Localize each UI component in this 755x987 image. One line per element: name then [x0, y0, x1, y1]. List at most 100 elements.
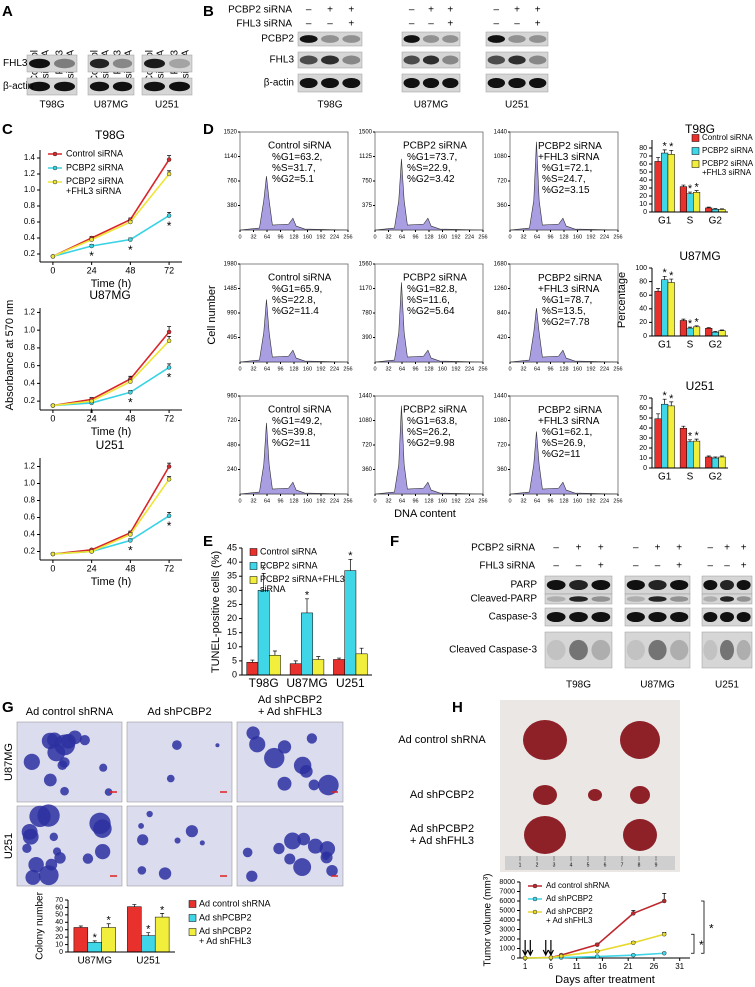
y-tick-label: 20 [639, 319, 647, 326]
significance-star: * [167, 371, 172, 385]
error-bar [293, 660, 298, 664]
ruler-label: 7 [621, 862, 624, 868]
colony [43, 773, 57, 787]
flow-y-tick-label: 960 [227, 394, 238, 400]
x-tick-label: 31 [675, 962, 684, 971]
y-tick-label: 0.6 [24, 361, 36, 370]
flow-y-tick-label: 240 [227, 467, 238, 473]
y-tick-label: 70 [55, 897, 63, 904]
y-tick-label: 1.0 [24, 479, 36, 488]
x-tick-label: 48 [125, 413, 135, 423]
blot-band [508, 35, 526, 43]
flow-y-tick-label: 375 [362, 203, 373, 209]
text-line: siRNA [260, 584, 286, 594]
row-label: Cleaved-PARP [470, 594, 537, 605]
error-bar [713, 208, 718, 210]
blot-band [321, 35, 339, 43]
text-line: %G2=3.42 [407, 174, 455, 185]
bar [246, 662, 259, 676]
legend-label: Control siRNA [66, 148, 123, 158]
flow-x-tick-label: 256 [343, 234, 352, 240]
flow-x-tick-label: 224 [600, 498, 609, 504]
blot-band [670, 596, 689, 602]
x-tick-label: 0 [50, 413, 55, 423]
bar [661, 403, 669, 469]
blot-band [648, 579, 667, 591]
significance-star: * [93, 932, 98, 944]
y-tick-label: 0.8 [24, 496, 36, 505]
text-line: PCBP2 siRNA [538, 273, 602, 284]
flow-y-tick-label: 1080 [494, 418, 508, 424]
legend-label: Ad control shRNA [199, 898, 271, 908]
text-line: %G1=73.7, [407, 152, 457, 163]
text-line: +FHL3 siRNA [538, 284, 600, 295]
x-tick-label: 16 [598, 962, 607, 971]
legend-label: PCBP2 siRNA +FHL3 siRNA [702, 159, 754, 177]
blot-band [29, 81, 50, 92]
y-tick-label: 10 [55, 941, 63, 948]
colony [22, 828, 39, 845]
condition-label: FHL3 siRNA [236, 19, 292, 30]
ruler-label: 8 [638, 862, 641, 868]
flow-x-tick-label: 160 [303, 498, 312, 504]
bar [312, 659, 325, 676]
panel-letter: B [203, 3, 214, 20]
legend-swatch [691, 147, 700, 155]
flow-x-tick-label: 0 [508, 366, 511, 372]
blot-band [670, 639, 689, 661]
flow-y-label: Cell number [206, 285, 218, 345]
colony [273, 842, 285, 855]
row-label: Caspase-3 [489, 612, 538, 623]
bar [711, 457, 719, 469]
tumor-row-label: Ad shPCBP2 [410, 789, 474, 801]
blot-band [422, 35, 440, 43]
data-point [595, 942, 600, 947]
bar [705, 456, 713, 469]
series-line [52, 515, 170, 555]
colony [326, 864, 338, 877]
colony [307, 838, 323, 854]
series-line [52, 159, 170, 258]
y-tick-label: 1.0 [24, 325, 36, 334]
error-bar [706, 327, 711, 329]
blot-band [736, 611, 751, 623]
y-tick-label: 20 [55, 934, 63, 941]
blot-band [736, 639, 751, 661]
y-tick-label: 0.2 [24, 547, 36, 556]
text-line: PCBP2 siRNA [702, 159, 754, 168]
x-tick-label: G2 [709, 340, 723, 351]
flow-x-tick-label: 32 [520, 234, 526, 240]
significance-star: * [694, 317, 699, 329]
colony [45, 858, 58, 871]
y-tick-label: 50 [55, 912, 63, 919]
condition-sign: – [306, 5, 312, 16]
blot-band [89, 81, 110, 92]
blot-band [403, 55, 420, 65]
y-tick-label: 2000 [499, 936, 515, 943]
blot-band [487, 35, 506, 43]
text-line: %S=11.6, [407, 295, 450, 306]
flow-x-tick-label: 256 [613, 498, 622, 504]
text-line: %S=13.5, [542, 306, 586, 317]
error-bar [719, 208, 724, 210]
flow-y-tick-label: 1680 [494, 262, 508, 268]
flow-x-tick-label: 64 [399, 366, 405, 372]
data-point [166, 213, 172, 218]
flow-stats: %G1=49.2, %S=39.8, %G2=11 [272, 416, 322, 449]
significance-star: * [107, 915, 112, 927]
colony [166, 774, 175, 783]
bar [355, 653, 368, 676]
flow-x-tick-label: 192 [316, 234, 325, 240]
ruler-label: 9 [655, 862, 658, 868]
blot-band [422, 77, 440, 89]
blot-band [112, 58, 133, 69]
ruler [505, 856, 675, 870]
cell-line-label: U251 [505, 100, 529, 111]
x-tick-label: U87MG [286, 676, 327, 690]
flow-y-tick-label: 380 [227, 203, 238, 209]
condition-sign: + [676, 543, 682, 554]
condition-sign: – [494, 5, 500, 16]
y-tick-label: 60 [639, 161, 647, 168]
flow-x-tick-label: 160 [573, 234, 582, 240]
